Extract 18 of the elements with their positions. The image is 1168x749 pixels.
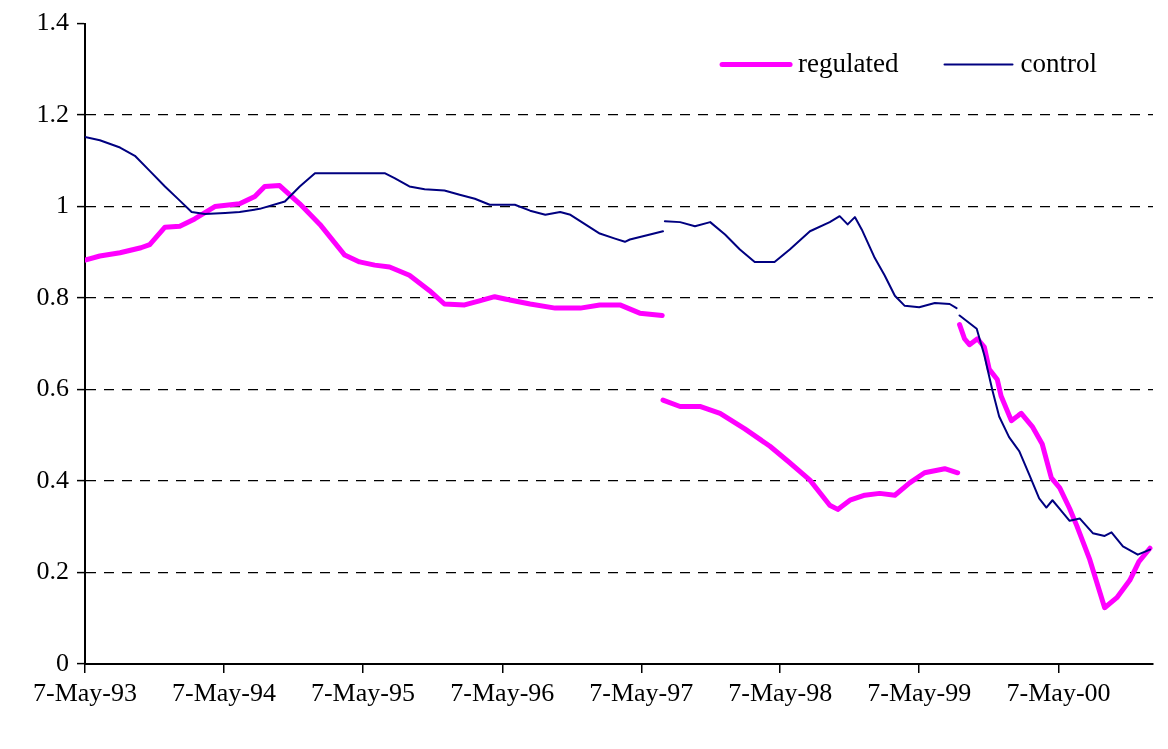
x-tick-label: 7-May-93 (33, 678, 137, 708)
x-tick-label: 7-May-96 (450, 678, 555, 708)
y-tick-label: 1 (56, 190, 69, 220)
x-tick-label: 7-May-94 (171, 678, 276, 708)
x-tick-label: 7-May-97 (589, 678, 694, 708)
x-tick-label: 7-May-99 (867, 678, 972, 708)
x-tick-label: 7-May-00 (1006, 678, 1111, 708)
y-tick-label: 0.8 (36, 281, 69, 311)
x-tick-label: 7-May-98 (728, 678, 833, 708)
y-tick-label: 0.4 (36, 464, 69, 494)
legend-label: control (1020, 47, 1098, 78)
x-tick-label: 7-May-95 (310, 678, 415, 708)
y-tick-label: 1.2 (36, 98, 69, 128)
y-tick-label: 0.2 (36, 556, 69, 586)
y-tick-label: 0 (56, 647, 69, 677)
y-tick-label: 1.4 (36, 7, 69, 37)
y-tick-label: 0.6 (36, 373, 69, 403)
legend-label: regulated (798, 47, 900, 78)
